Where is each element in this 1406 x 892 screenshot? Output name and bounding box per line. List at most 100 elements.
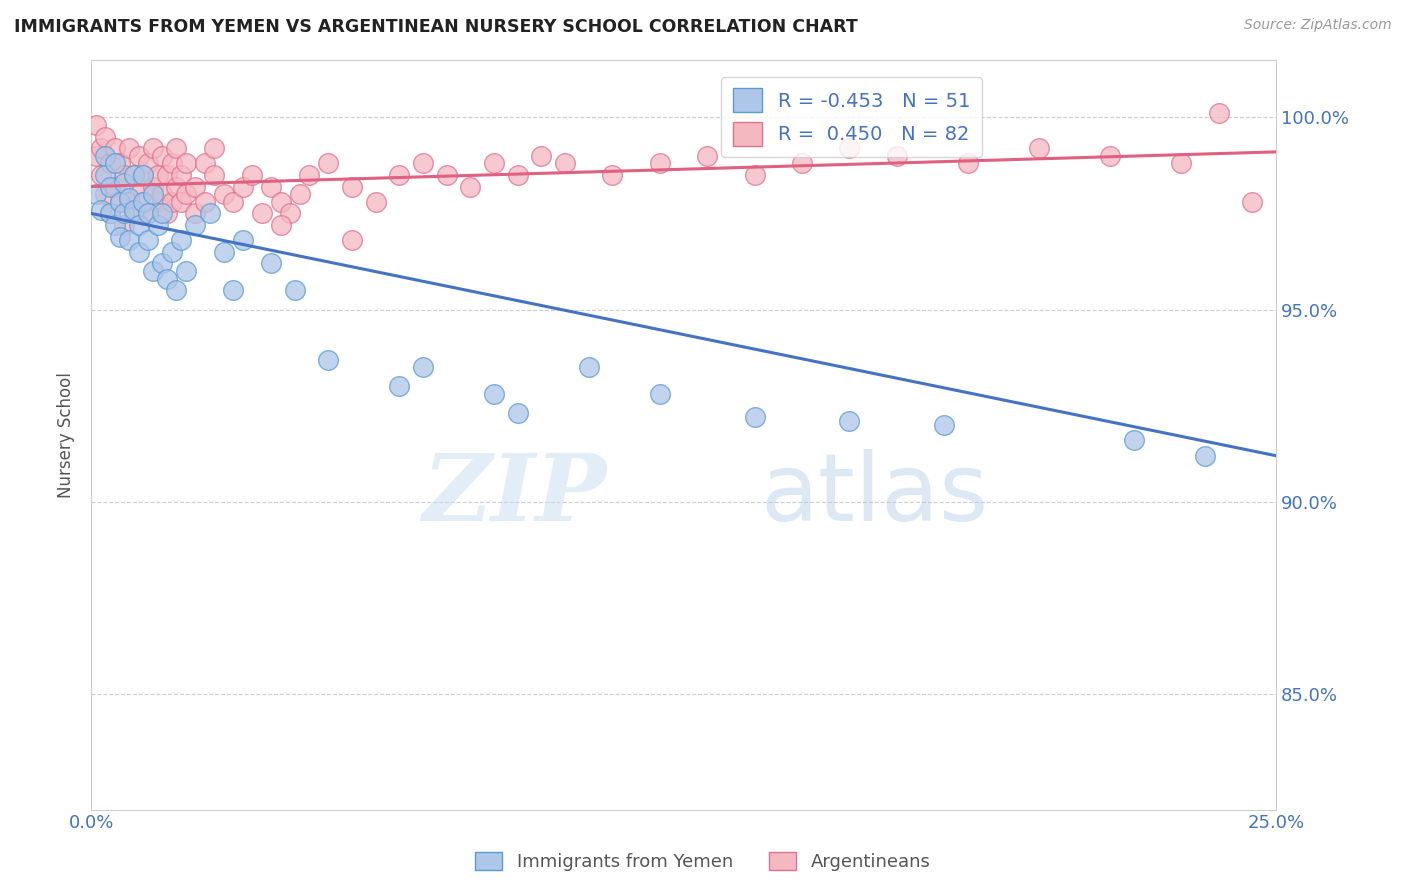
Point — [108, 156, 131, 170]
Y-axis label: Nursery School: Nursery School — [58, 372, 75, 498]
Point — [250, 206, 273, 220]
Point — [174, 264, 197, 278]
Point — [174, 187, 197, 202]
Point — [340, 233, 363, 247]
Point — [104, 218, 127, 232]
Point — [696, 149, 718, 163]
Point — [886, 149, 908, 163]
Point — [156, 168, 179, 182]
Point — [90, 141, 112, 155]
Point — [118, 191, 141, 205]
Point — [174, 156, 197, 170]
Point — [202, 141, 225, 155]
Point — [222, 194, 245, 209]
Point — [142, 141, 165, 155]
Point — [648, 387, 671, 401]
Point — [1241, 194, 1264, 209]
Point — [108, 194, 131, 209]
Text: ZIP: ZIP — [422, 450, 606, 540]
Point — [790, 156, 813, 170]
Point — [122, 168, 145, 182]
Point — [838, 141, 860, 155]
Point — [160, 194, 183, 209]
Point — [212, 187, 235, 202]
Point — [388, 168, 411, 182]
Point — [156, 272, 179, 286]
Point — [122, 168, 145, 182]
Point — [98, 156, 121, 170]
Point — [136, 233, 159, 247]
Point — [260, 179, 283, 194]
Point — [412, 360, 434, 375]
Point — [530, 149, 553, 163]
Point — [170, 194, 193, 209]
Point — [260, 256, 283, 270]
Point — [132, 194, 155, 209]
Point — [128, 244, 150, 259]
Point — [150, 187, 173, 202]
Point — [94, 187, 117, 202]
Point — [578, 360, 600, 375]
Point — [222, 284, 245, 298]
Point — [288, 187, 311, 202]
Point — [956, 156, 979, 170]
Point — [506, 406, 529, 420]
Point — [118, 194, 141, 209]
Point — [112, 176, 135, 190]
Point — [212, 244, 235, 259]
Point — [364, 194, 387, 209]
Legend: Immigrants from Yemen, Argentineans: Immigrants from Yemen, Argentineans — [468, 845, 938, 879]
Point — [316, 352, 339, 367]
Point — [128, 179, 150, 194]
Point — [554, 156, 576, 170]
Point — [1208, 106, 1230, 120]
Point — [1122, 434, 1144, 448]
Point — [112, 168, 135, 182]
Point — [1170, 156, 1192, 170]
Point — [194, 156, 217, 170]
Point — [136, 156, 159, 170]
Point — [132, 168, 155, 182]
Point — [482, 156, 505, 170]
Point — [122, 202, 145, 217]
Text: IMMIGRANTS FROM YEMEN VS ARGENTINEAN NURSERY SCHOOL CORRELATION CHART: IMMIGRANTS FROM YEMEN VS ARGENTINEAN NUR… — [14, 18, 858, 36]
Point — [170, 168, 193, 182]
Point — [118, 141, 141, 155]
Point — [284, 284, 307, 298]
Point — [1099, 149, 1122, 163]
Point — [198, 206, 221, 220]
Point — [184, 218, 207, 232]
Point — [160, 244, 183, 259]
Point — [270, 194, 292, 209]
Point — [136, 206, 159, 220]
Point — [128, 218, 150, 232]
Point — [84, 118, 107, 132]
Point — [90, 202, 112, 217]
Point — [136, 206, 159, 220]
Point — [270, 218, 292, 232]
Point — [170, 233, 193, 247]
Point — [458, 179, 481, 194]
Point — [146, 194, 169, 209]
Point — [388, 379, 411, 393]
Legend: R = -0.453   N = 51, R =  0.450   N = 82: R = -0.453 N = 51, R = 0.450 N = 82 — [721, 77, 981, 157]
Point — [104, 156, 127, 170]
Point — [232, 233, 254, 247]
Point — [648, 156, 671, 170]
Point — [744, 168, 766, 182]
Point — [84, 187, 107, 202]
Point — [98, 206, 121, 220]
Point — [132, 168, 155, 182]
Point — [298, 168, 321, 182]
Point — [150, 149, 173, 163]
Point — [340, 179, 363, 194]
Point — [150, 206, 173, 220]
Point — [202, 168, 225, 182]
Point — [118, 233, 141, 247]
Point — [166, 141, 188, 155]
Point — [128, 149, 150, 163]
Point — [94, 168, 117, 182]
Point — [104, 141, 127, 155]
Point — [232, 179, 254, 194]
Point — [194, 194, 217, 209]
